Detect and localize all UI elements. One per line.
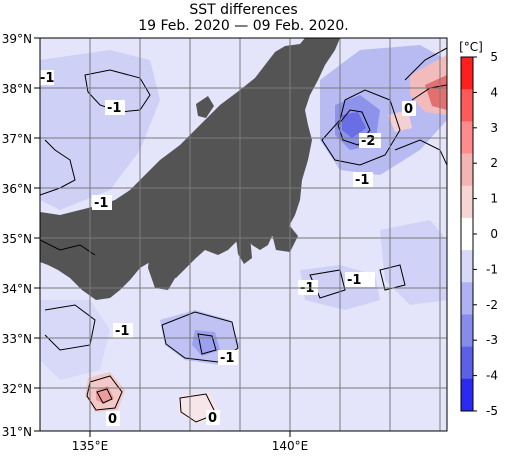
- colorbar-swatch: [461, 346, 473, 380]
- lat-label: 39°N: [2, 32, 32, 46]
- contour-southwest-warm-core: [96, 388, 113, 404]
- lat-label: 31°N: [2, 425, 32, 439]
- colorbar-tick-label: -5: [486, 404, 498, 418]
- colorbar-tick-label: 1: [490, 192, 498, 206]
- anomaly-patch-northeast-core: [342, 112, 366, 138]
- map-frame: [39, 37, 448, 432]
- contour-label: -1: [347, 273, 361, 288]
- contour-northeast-2: [337, 109, 371, 146]
- map-title: SST differences: [189, 2, 298, 18]
- colorbar-tick-label: 5: [490, 50, 498, 64]
- map-area: -1 -1 -1 -1 -1 -1 -1 -1 -2 0 0 0: [40, 38, 447, 431]
- graticule: [40, 38, 447, 431]
- contour-south-central-inner: [197, 333, 217, 355]
- contour-west-mid: [40, 239, 96, 256]
- lon-label: 135°E: [72, 439, 109, 453]
- contour-label: -1: [115, 324, 129, 339]
- lat-label: 38°N: [2, 82, 32, 96]
- colorbar-tick-labels: 5 4 3 2 1 0 -1 -2 -3 -4 -5: [473, 50, 498, 418]
- contour-label: 0: [404, 102, 413, 117]
- contour-label: 0: [208, 411, 217, 426]
- lat-label: 37°N: [2, 132, 32, 146]
- contour-label: -1: [40, 71, 54, 86]
- land-kii-peninsula: [148, 250, 180, 290]
- contour-label: -1: [107, 101, 121, 116]
- contour-southwest-cold: [44, 304, 96, 351]
- land-oki-island: [118, 203, 128, 214]
- contour-label: -1: [355, 173, 369, 188]
- colorbar-swatch: [461, 185, 473, 219]
- contour-southwest-warm: [86, 375, 123, 411]
- contour-east-2: [379, 264, 406, 291]
- land-sado-island: [292, 62, 306, 78]
- lat-label: 34°N: [2, 282, 32, 296]
- contour-east-north: [394, 139, 447, 166]
- lat-label: 36°N: [2, 182, 32, 196]
- colorbar-tick-label: 2: [490, 156, 498, 170]
- colorbar-swatch: [461, 89, 473, 122]
- colorbar-swatch: [461, 217, 473, 251]
- colorbar-tick-label: -1: [486, 262, 498, 276]
- colorbar-tick-label: -2: [486, 298, 498, 312]
- colorbar-tick-label: 4: [490, 85, 498, 99]
- colorbar-swatch: [461, 378, 473, 412]
- colorbar-swatch: [461, 153, 473, 187]
- anomaly-patch-northwest: [40, 50, 160, 210]
- colorbar-swatch: [461, 121, 473, 155]
- date-range: 19 Feb. 2020 — 09 Feb. 2020.: [138, 18, 349, 34]
- lat-label: 35°N: [2, 232, 32, 246]
- land-noto-peninsula: [196, 96, 214, 118]
- contour-label: -2: [361, 134, 375, 149]
- axis-ticks: [34, 37, 291, 437]
- lat-label: 32°N: [2, 382, 32, 396]
- colorbar-swatch: [461, 250, 473, 283]
- anomaly-patch-east-mid: [380, 220, 447, 305]
- colorbar-tick-label: 3: [490, 121, 498, 135]
- colorbar-tick-label: -3: [486, 333, 498, 347]
- contour-label: 0: [108, 412, 117, 427]
- contour-lines: [40, 47, 447, 423]
- contour-label: -1: [220, 351, 234, 366]
- contour-northeast-1: [321, 89, 401, 166]
- land-boso-peninsula: [272, 226, 298, 252]
- contour-northwest: [40, 139, 76, 196]
- colorbar-swatch: [461, 282, 473, 315]
- latitude-labels: 39°N 38°N 37°N 36°N 35°N 34°N 33°N 32°N …: [2, 32, 32, 439]
- warm-patch-northeast-core: [425, 75, 447, 110]
- colorbar-tick-label: 0: [490, 227, 498, 241]
- colorbar-tick-label: -4: [486, 369, 498, 383]
- colorbar-swatch: [461, 314, 473, 348]
- colorbar-unit: [°C]: [459, 40, 483, 54]
- contour-label: -1: [94, 196, 108, 211]
- lon-label: 140°E: [272, 439, 309, 453]
- lat-label: 33°N: [2, 332, 32, 346]
- colorbar-swatches: [461, 57, 473, 412]
- colorbar-swatch: [461, 57, 473, 90]
- colorbar: [°C] 5 4 3 2 1 0 -1 -2 -3 -4 -5: [459, 40, 498, 418]
- longitude-labels: 135°E 140°E: [72, 439, 309, 453]
- anomaly-patch-southwest: [40, 300, 110, 380]
